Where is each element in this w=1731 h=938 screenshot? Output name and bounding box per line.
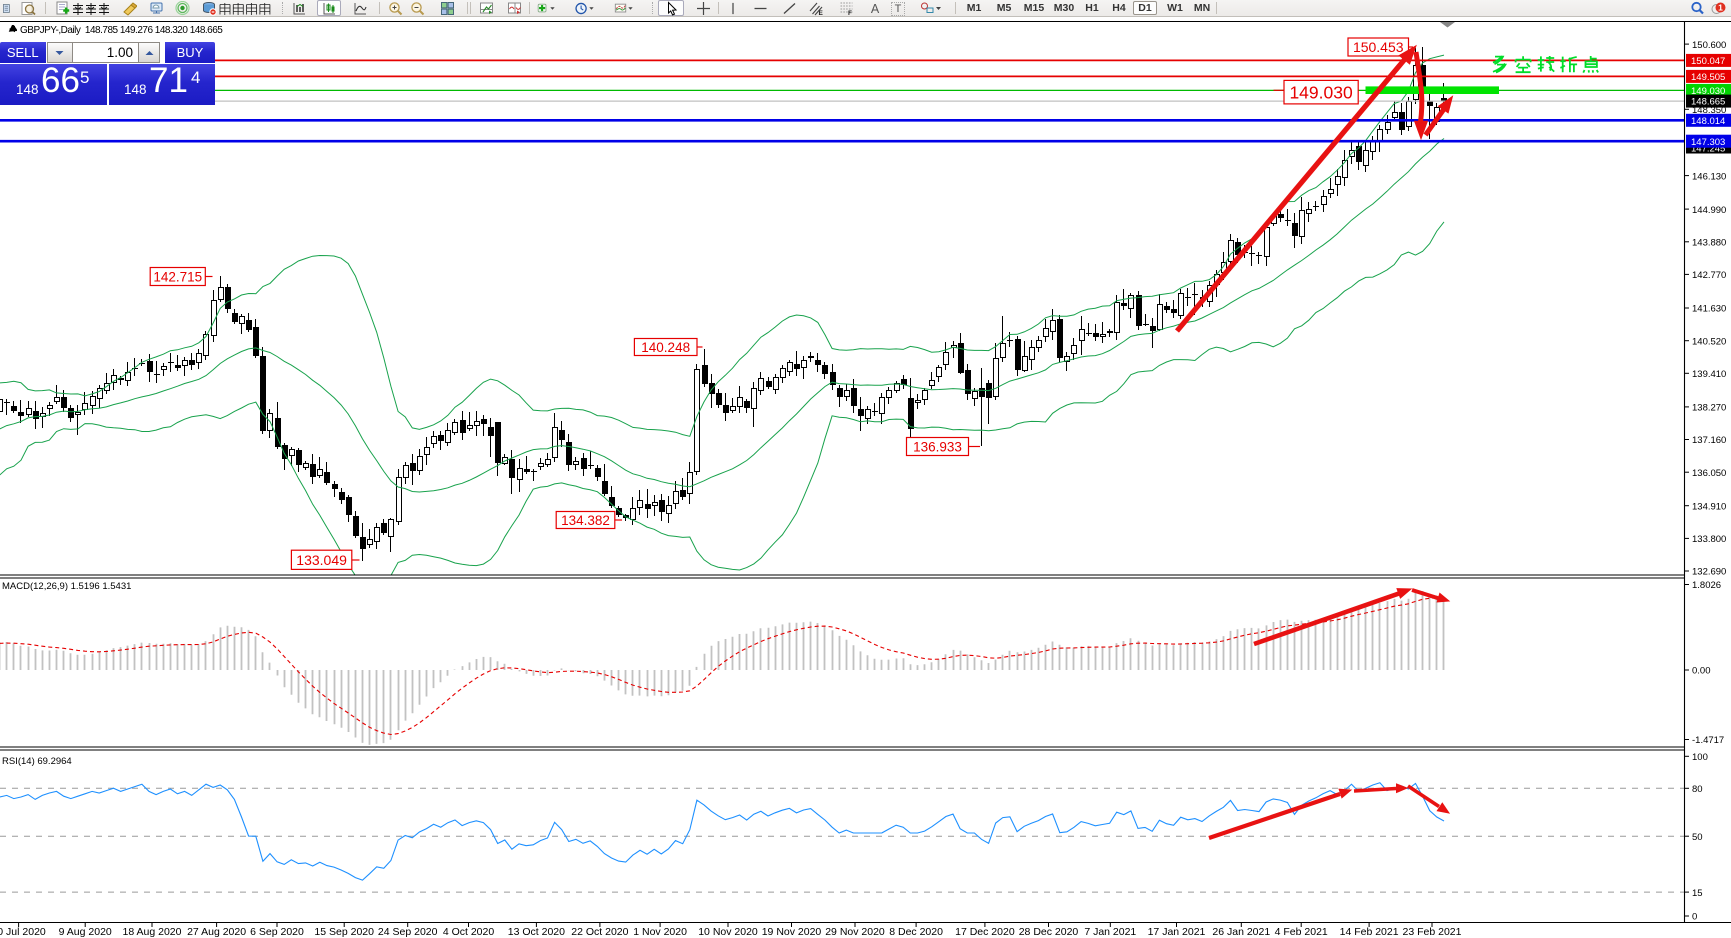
svg-text:148.665: 148.665	[1691, 97, 1725, 108]
svg-text:142.715: 142.715	[153, 269, 202, 284]
svg-text:138.270: 138.270	[1692, 403, 1726, 414]
svg-text:133.800: 133.800	[1692, 534, 1726, 545]
svg-text:134.382: 134.382	[561, 513, 610, 528]
svg-text:15: 15	[1692, 888, 1703, 899]
svg-text:22 Oct 2020: 22 Oct 2020	[571, 926, 628, 938]
svg-text:150.047: 150.047	[1691, 56, 1725, 67]
svg-text:30 Jul 2020: 30 Jul 2020	[0, 926, 46, 938]
svg-text:140.248: 140.248	[641, 340, 690, 355]
svg-text:8 Dec 2020: 8 Dec 2020	[889, 926, 943, 938]
svg-text:19 Nov 2020: 19 Nov 2020	[762, 926, 822, 938]
svg-text:148.350: 148.350	[1692, 105, 1726, 116]
svg-text:0: 0	[1692, 912, 1697, 923]
svg-text:150.453: 150.453	[1353, 39, 1404, 55]
svg-text:0.00: 0.00	[1692, 666, 1711, 677]
svg-text:137.160: 137.160	[1692, 435, 1726, 446]
svg-text:141.630: 141.630	[1692, 304, 1726, 315]
svg-text:149.505: 149.505	[1691, 72, 1725, 83]
svg-text:4 Feb 2021: 4 Feb 2021	[1275, 926, 1328, 938]
svg-text:F: F	[848, 10, 852, 16]
svg-text:1 Nov 2020: 1 Nov 2020	[633, 926, 687, 938]
svg-text:9 Aug 2020: 9 Aug 2020	[59, 926, 112, 938]
svg-text:18 Aug 2020: 18 Aug 2020	[123, 926, 182, 938]
svg-text:136.050: 136.050	[1692, 468, 1726, 479]
svg-text:4 Oct 2020: 4 Oct 2020	[443, 926, 495, 938]
svg-text:1.8026: 1.8026	[1692, 580, 1721, 591]
svg-text:144.990: 144.990	[1692, 205, 1726, 216]
svg-text:13 Oct 2020: 13 Oct 2020	[508, 926, 565, 938]
svg-text:139.410: 139.410	[1692, 369, 1726, 380]
svg-text:132.690: 132.690	[1692, 567, 1726, 578]
svg-text:15 Sep 2020: 15 Sep 2020	[314, 926, 374, 938]
svg-text:26 Jan 2021: 26 Jan 2021	[1212, 926, 1270, 938]
svg-text:147.303: 147.303	[1691, 137, 1725, 148]
svg-text:50: 50	[1692, 832, 1703, 843]
svg-text:100: 100	[1692, 752, 1708, 763]
svg-text:143.880: 143.880	[1692, 238, 1726, 249]
svg-text:136.933: 136.933	[913, 439, 962, 454]
svg-text:23 Feb 2021: 23 Feb 2021	[1403, 926, 1462, 938]
svg-text:133.049: 133.049	[296, 552, 347, 568]
svg-text:6 Sep 2020: 6 Sep 2020	[250, 926, 304, 938]
svg-text:17 Jan 2021: 17 Jan 2021	[1148, 926, 1206, 938]
svg-text:149.030: 149.030	[1691, 86, 1725, 97]
svg-text:E: E	[818, 10, 823, 16]
svg-text:-1.4717: -1.4717	[1692, 735, 1724, 746]
svg-text:10 Nov 2020: 10 Nov 2020	[698, 926, 758, 938]
svg-text:149.030: 149.030	[1289, 83, 1353, 103]
svg-text:146.130: 146.130	[1692, 171, 1726, 182]
svg-text:147.245: 147.245	[1691, 144, 1725, 155]
svg-text:27 Aug 2020: 27 Aug 2020	[187, 926, 246, 938]
svg-text:17 Dec 2020: 17 Dec 2020	[955, 926, 1015, 938]
svg-text:MACD(12,26,9) 1.5196 1.5431: MACD(12,26,9) 1.5196 1.5431	[2, 581, 131, 592]
svg-text:140.520: 140.520	[1692, 336, 1726, 347]
svg-text:80: 80	[1692, 784, 1703, 795]
svg-text:29 Nov 2020: 29 Nov 2020	[825, 926, 885, 938]
svg-text:28 Dec 2020: 28 Dec 2020	[1019, 926, 1079, 938]
svg-text:14 Feb 2021: 14 Feb 2021	[1340, 926, 1399, 938]
svg-text:142.770: 142.770	[1692, 270, 1726, 281]
svg-text:1: 1	[1718, 3, 1723, 13]
svg-text:148.014: 148.014	[1691, 116, 1725, 127]
svg-text:7 Jan 2021: 7 Jan 2021	[1084, 926, 1136, 938]
svg-text:RSI(14) 69.2964: RSI(14) 69.2964	[2, 756, 72, 767]
svg-text:24 Sep 2020: 24 Sep 2020	[378, 926, 438, 938]
svg-text:134.910: 134.910	[1692, 501, 1726, 512]
svg-text:150.600: 150.600	[1692, 40, 1726, 51]
